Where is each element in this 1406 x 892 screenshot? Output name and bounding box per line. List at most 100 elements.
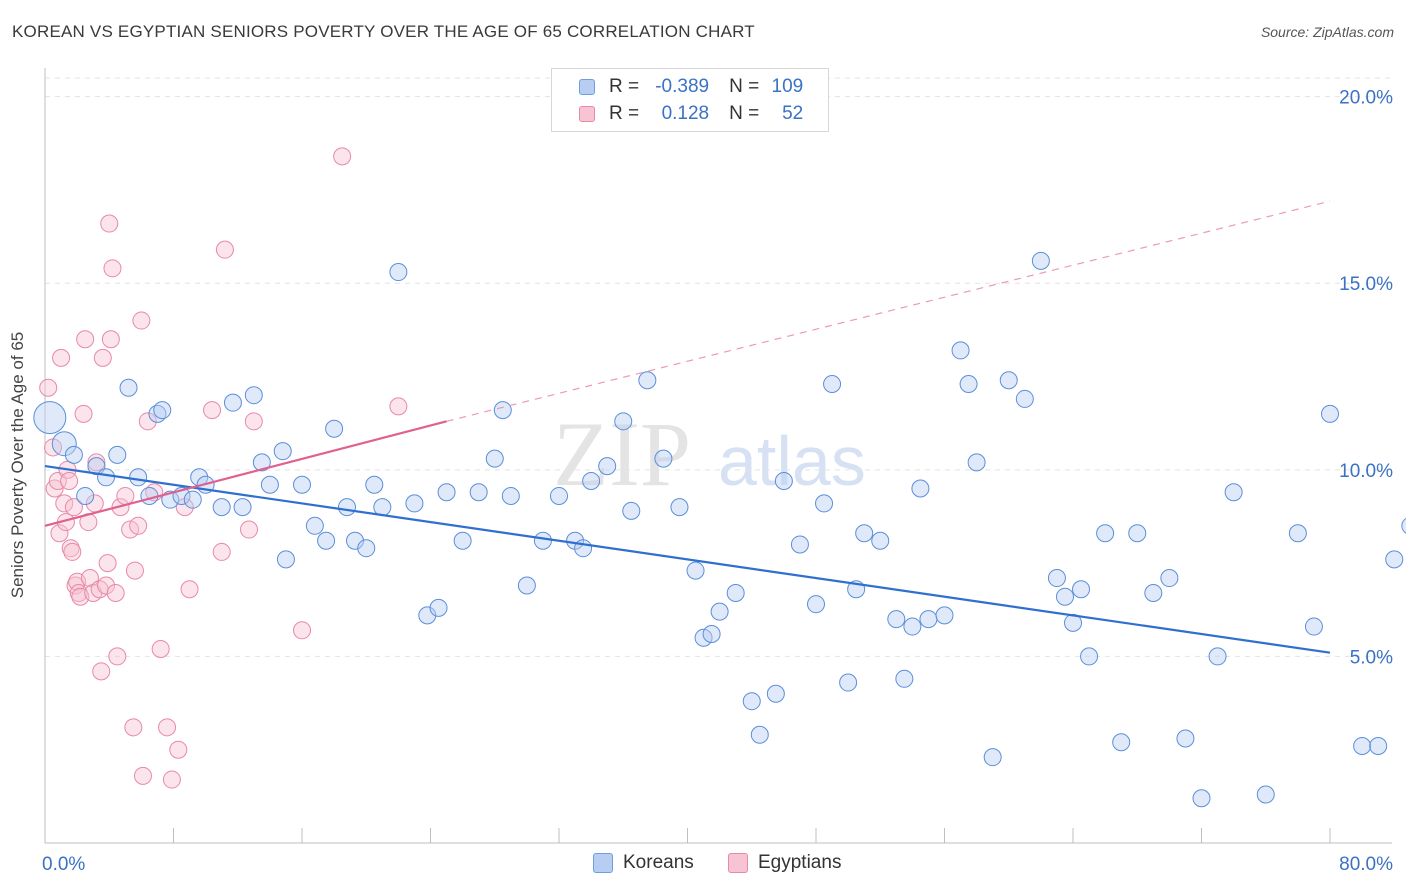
koreans-point <box>815 494 834 513</box>
gridlines <box>45 77 1392 657</box>
koreans-point <box>622 501 641 520</box>
koreans-point <box>337 498 356 517</box>
koreans-point <box>1224 483 1243 502</box>
koreans-point <box>108 445 127 464</box>
legend-n-label: N = <box>729 103 760 124</box>
koreans-legend-swatch <box>593 853 613 873</box>
egyptians-point <box>389 397 408 416</box>
egyptians-point <box>87 453 106 472</box>
koreans-point <box>493 401 512 420</box>
koreans-legend-label: Koreans <box>623 852 694 873</box>
koreans-point <box>429 598 448 617</box>
trend-lines <box>44 200 1331 654</box>
koreans-point <box>33 401 67 435</box>
y-axis-label: Seniors Poverty Over the Age of 65 <box>8 331 27 599</box>
koreans-point <box>855 524 874 543</box>
koreans-point <box>140 486 159 505</box>
egyptians-point <box>158 718 177 737</box>
egyptians-point <box>244 412 263 431</box>
egyptians-point <box>169 740 188 759</box>
source-credit: Source: ZipAtlas.com <box>1260 24 1394 40</box>
egyptians-point <box>180 580 199 599</box>
egyptians-point <box>203 401 222 420</box>
koreans-point <box>233 498 252 517</box>
koreans-point <box>1015 389 1034 408</box>
bottom-legend-egyptians[interactable]: Egyptians <box>728 852 841 874</box>
egyptians-point <box>108 647 127 666</box>
koreans-point <box>871 531 890 550</box>
egyptians-point <box>106 583 125 602</box>
koreans-point <box>305 516 324 535</box>
koreans-point <box>686 561 705 580</box>
koreans-point <box>790 535 809 554</box>
egyptians-point <box>93 348 112 367</box>
egyptians-point <box>52 348 71 367</box>
koreans-point <box>726 583 745 602</box>
koreans-point <box>418 606 437 625</box>
y-tick-label: 20.0% <box>1339 88 1393 109</box>
koreans-point <box>1385 550 1404 569</box>
koreans-point <box>97 468 116 487</box>
koreans-point <box>1401 517 1406 534</box>
egyptians-point <box>138 412 157 431</box>
egyptians-point <box>125 561 144 580</box>
egyptians-point <box>63 542 82 561</box>
watermark-atlas: atlas <box>718 422 866 500</box>
bottom-legend-koreans[interactable]: Koreans <box>593 852 694 874</box>
koreans-point <box>702 625 721 644</box>
egyptians-point <box>333 147 352 166</box>
koreans-points <box>33 251 1406 808</box>
egyptians-point <box>116 486 135 505</box>
egyptians-n-value: 52 <box>782 103 804 124</box>
y-tick-label: 15.0% <box>1339 274 1393 295</box>
koreans-point <box>823 375 842 393</box>
koreans-point <box>244 386 263 405</box>
egyptians-point <box>129 516 148 535</box>
koreans-point <box>1321 404 1339 423</box>
egyptians-legend-label: Egyptians <box>758 852 842 873</box>
koreans-point <box>1256 785 1275 804</box>
koreans-point <box>453 531 472 550</box>
koreans-point <box>766 684 785 703</box>
koreans-point <box>614 412 633 431</box>
koreans-point <box>710 602 729 621</box>
koreans-point <box>951 341 970 360</box>
koreans-point <box>325 419 344 438</box>
koreans-point <box>212 498 231 517</box>
koreans-point <box>903 617 922 636</box>
koreans-point <box>887 610 906 629</box>
egyptians-trend-line <box>44 420 447 527</box>
correlation-legend: R = -0.389 N = 109 R = 0.128 N = 52 <box>551 68 829 132</box>
koreans-point <box>742 692 761 711</box>
koreans-point <box>346 531 365 550</box>
koreans-point <box>260 475 279 494</box>
koreans-point <box>919 610 938 629</box>
koreans-point <box>1072 580 1091 599</box>
koreans-point <box>1055 587 1074 606</box>
legend-row-egyptians: R = 0.128 N = 52 <box>552 101 803 127</box>
egyptians-point <box>50 524 69 543</box>
koreans-point <box>574 539 593 558</box>
egyptians-point <box>151 639 170 658</box>
egyptians-point <box>92 662 111 681</box>
koreans-point <box>357 539 376 558</box>
koreans-point <box>153 401 172 420</box>
koreans-point <box>293 475 311 494</box>
watermark: ZIP atlas <box>553 403 866 505</box>
egyptians-point <box>103 259 122 278</box>
koreans-point <box>550 486 568 505</box>
koreans-point <box>51 431 77 457</box>
koreans-point <box>252 453 271 472</box>
koreans-point <box>1288 524 1307 543</box>
koreans-point <box>1080 647 1099 666</box>
egyptians-point <box>100 214 119 233</box>
egyptians-point <box>60 472 79 491</box>
koreans-point <box>437 483 456 502</box>
koreans-point <box>1112 733 1131 752</box>
koreans-point <box>1096 524 1115 543</box>
egyptians-point <box>55 494 74 513</box>
legend-n-label: N = <box>729 76 760 97</box>
koreans-point <box>276 550 295 569</box>
egyptians-point <box>212 542 231 561</box>
